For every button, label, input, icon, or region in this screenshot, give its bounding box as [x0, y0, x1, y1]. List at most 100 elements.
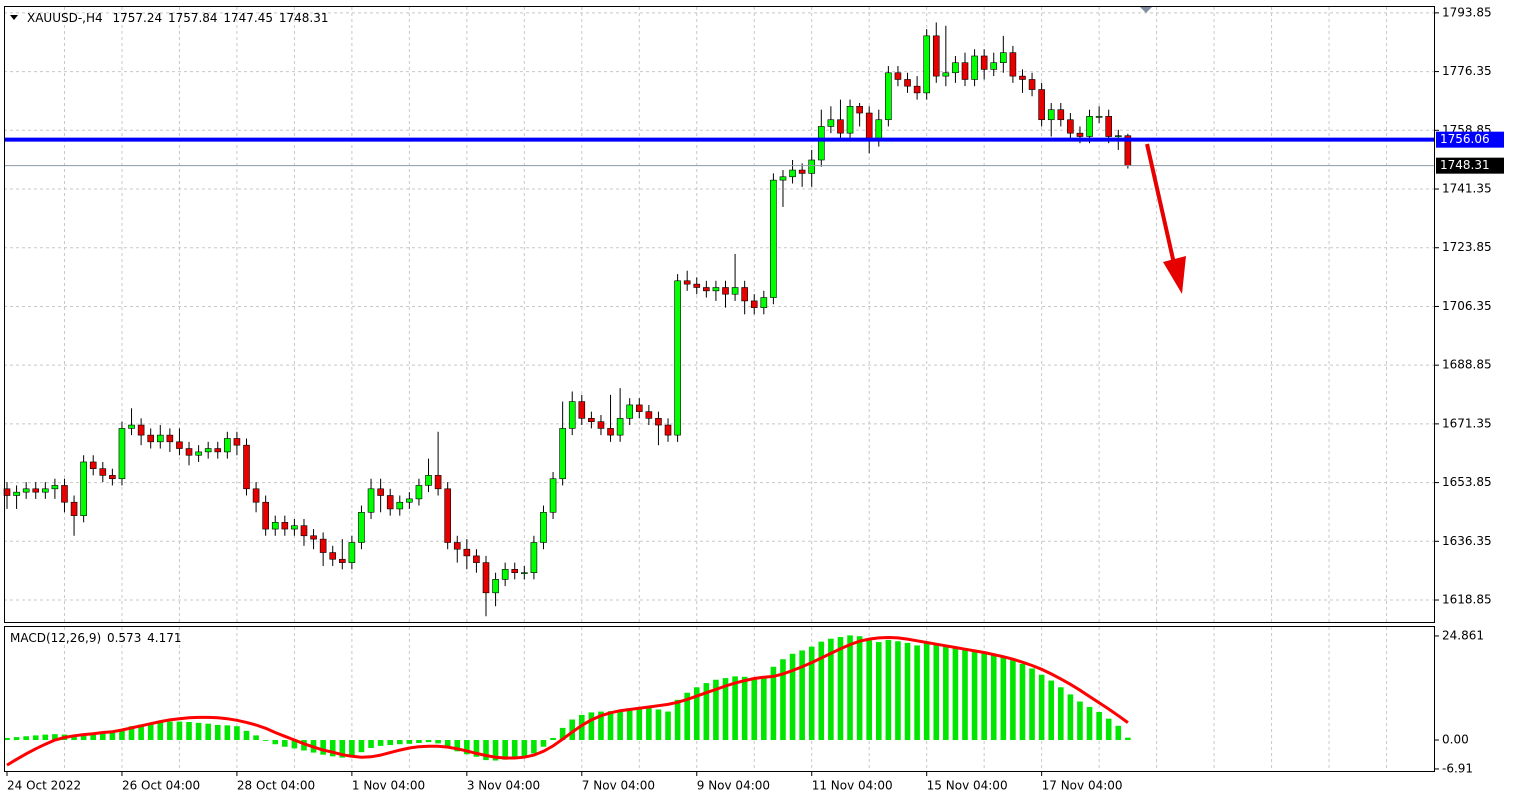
high-value: 1757.84: [168, 11, 218, 25]
macd-bar: [224, 725, 231, 741]
macd-bar: [32, 735, 39, 741]
candle-body: [568, 401, 576, 429]
macd-bar: [617, 709, 623, 741]
candle-body: [1114, 135, 1122, 138]
y-tick-label: -6.91: [1442, 761, 1473, 775]
candle-body: [185, 448, 193, 456]
candle-body: [827, 119, 835, 127]
candle-body: [319, 538, 327, 553]
candle-body: [952, 62, 959, 74]
candle-body: [1028, 79, 1036, 90]
x-tick-label: 9 Nov 04:00: [697, 779, 770, 793]
macd-bar: [693, 687, 700, 741]
candle-body: [42, 488, 49, 493]
candle-body: [176, 441, 183, 449]
macd-bar: [847, 635, 853, 741]
macd-bar: [741, 676, 748, 741]
macd-bar: [780, 659, 786, 741]
menu-triangle: [10, 15, 18, 20]
candle-body: [1038, 89, 1045, 121]
macd-bar: [818, 641, 825, 741]
y-tick-label: 1688.85: [1442, 358, 1492, 372]
macd-title: MACD(12,26,9): [10, 631, 101, 645]
main-panel-frame: [4, 6, 1435, 623]
candle-body: [300, 525, 308, 537]
candle-body: [1047, 109, 1055, 121]
macd-bar: [665, 711, 671, 741]
candle-body: [674, 280, 681, 436]
macd-bar: [90, 733, 97, 741]
candle-body: [147, 434, 154, 443]
candle-body: [195, 451, 202, 456]
candle-body: [942, 72, 950, 77]
macd-bar: [42, 734, 49, 741]
open-value: 1757.24: [112, 11, 162, 25]
candle-body: [837, 119, 844, 134]
candle-body: [61, 485, 68, 503]
level-label: 1756.06: [1440, 132, 1490, 146]
macd-bar: [1029, 668, 1035, 741]
candle-body: [415, 485, 423, 500]
y-tick-label: 1706.35: [1442, 299, 1492, 313]
macd-bar: [981, 653, 987, 741]
macd-bar: [1077, 701, 1083, 741]
candle-body: [22, 488, 30, 493]
candle-body: [271, 522, 279, 530]
candle-body: [51, 485, 59, 490]
candle-body: [588, 418, 595, 422]
candle-body: [779, 176, 787, 181]
candle-body: [13, 491, 20, 496]
candle-body: [549, 478, 557, 513]
candle-body: [262, 501, 269, 530]
macd-bar: [885, 639, 892, 741]
level-box: [1436, 131, 1504, 148]
macd-bar: [770, 666, 777, 741]
candle-body: [722, 287, 729, 295]
macd-bar: [100, 732, 106, 741]
macd-bar: [914, 645, 920, 741]
y-tick-label: 0.00: [1442, 733, 1469, 747]
candle-body: [482, 562, 490, 594]
x-tick-label: 11 Nov 04:00: [812, 779, 893, 793]
shift-marker: [1140, 7, 1152, 13]
candle-body: [971, 55, 978, 80]
macd-bar: [875, 642, 882, 741]
candle-body: [463, 548, 471, 557]
macd-bar: [329, 740, 336, 757]
candle-body: [473, 555, 480, 563]
macd-bar: [214, 724, 221, 741]
macd-bar: [176, 721, 183, 741]
macd-bar: [492, 740, 499, 761]
macd-bar: [23, 736, 29, 741]
candle-body: [1086, 116, 1093, 137]
macd-bar: [387, 740, 393, 746]
macd-bar: [722, 678, 729, 741]
candle-body: [348, 542, 356, 563]
candle-body: [80, 461, 87, 516]
candle-body: [683, 280, 691, 285]
signal-value: 4.171: [147, 631, 181, 645]
candle-body: [137, 424, 145, 436]
macd-bar: [856, 636, 863, 741]
candle-body: [817, 126, 825, 161]
close-value: 1748.31: [279, 11, 329, 25]
candle-body: [635, 404, 643, 412]
candle-body: [770, 179, 777, 298]
candle-body: [664, 424, 672, 436]
macd-bar: [128, 726, 135, 741]
macd-bar: [655, 709, 662, 741]
macd-bar: [990, 655, 997, 741]
macd-bar: [971, 651, 978, 741]
symbol: XAUUSD-,H4: [27, 11, 103, 25]
macd-bar: [147, 723, 154, 741]
y-tick-label: 1653.85: [1442, 475, 1492, 489]
candle-body: [530, 542, 538, 573]
candle-body: [616, 418, 624, 436]
macd-bar: [444, 740, 451, 748]
candle-body: [358, 511, 365, 543]
candle-body: [377, 488, 384, 496]
candle-body: [224, 438, 231, 453]
macd-bar: [349, 740, 355, 756]
y-tick-label: 1793.85: [1442, 5, 1492, 19]
candle-body: [875, 119, 883, 141]
